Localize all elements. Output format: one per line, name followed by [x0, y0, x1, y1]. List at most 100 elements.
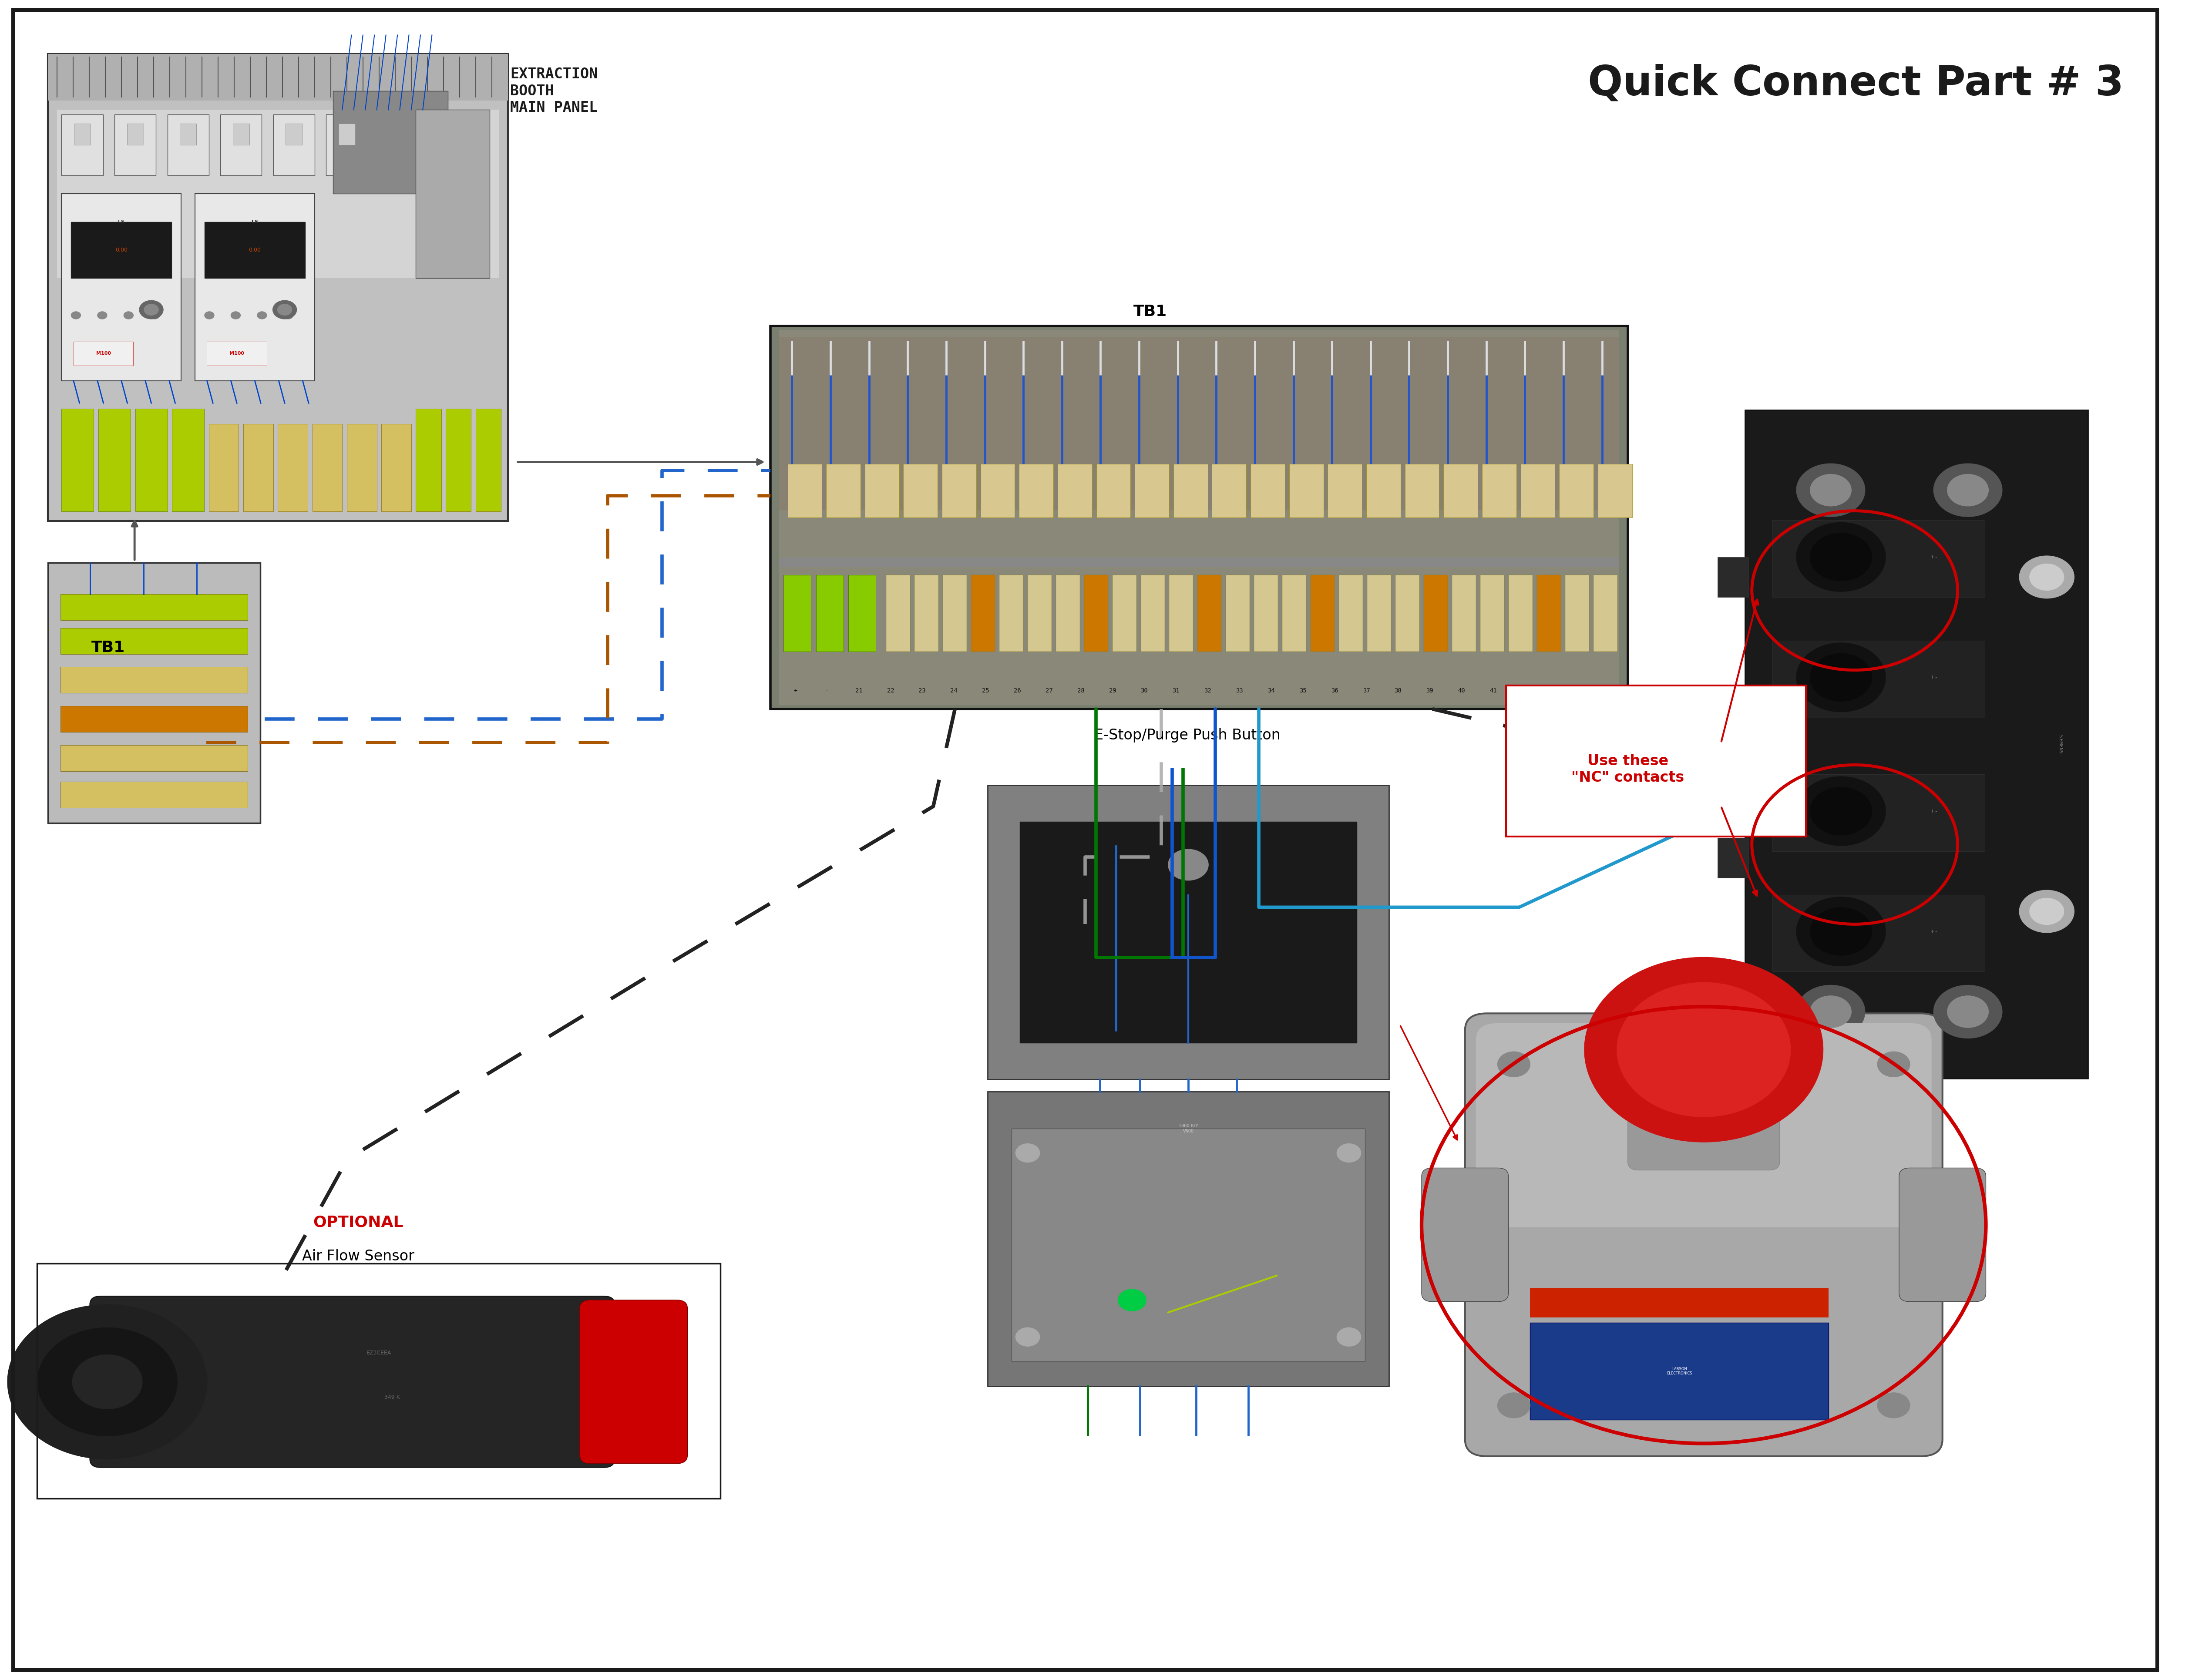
FancyBboxPatch shape — [1537, 575, 1561, 652]
Circle shape — [1811, 654, 1872, 701]
Text: 23: 23 — [918, 687, 925, 694]
Text: 25: 25 — [982, 687, 989, 694]
Text: + -: + - — [1931, 554, 1938, 559]
Text: 0.00: 0.00 — [116, 247, 127, 252]
FancyBboxPatch shape — [1396, 575, 1420, 652]
FancyBboxPatch shape — [274, 114, 316, 175]
Circle shape — [7, 1304, 208, 1458]
FancyBboxPatch shape — [1521, 464, 1554, 517]
Text: 26: 26 — [1013, 687, 1021, 694]
FancyBboxPatch shape — [1719, 558, 1749, 596]
Text: LS: LS — [252, 220, 259, 223]
FancyBboxPatch shape — [943, 464, 975, 517]
FancyBboxPatch shape — [206, 341, 267, 366]
Circle shape — [1797, 464, 1865, 517]
FancyBboxPatch shape — [1289, 464, 1324, 517]
FancyBboxPatch shape — [1506, 685, 1806, 837]
Text: 45: 45 — [1616, 687, 1624, 694]
Circle shape — [1337, 1144, 1361, 1163]
FancyBboxPatch shape — [243, 423, 274, 511]
Text: 24: 24 — [951, 687, 958, 694]
Circle shape — [140, 301, 162, 319]
Text: 33: 33 — [1236, 687, 1243, 694]
FancyBboxPatch shape — [1773, 774, 1986, 852]
Circle shape — [1797, 522, 1885, 591]
Circle shape — [1797, 897, 1885, 966]
Text: 0.00: 0.00 — [248, 247, 261, 252]
Text: SIEMENS: SIEMENS — [2058, 734, 2063, 754]
FancyBboxPatch shape — [1475, 1023, 1931, 1228]
Circle shape — [1933, 984, 2001, 1038]
FancyBboxPatch shape — [219, 114, 261, 175]
FancyBboxPatch shape — [1898, 1168, 1986, 1302]
FancyBboxPatch shape — [70, 222, 171, 277]
FancyBboxPatch shape — [1085, 575, 1109, 652]
FancyBboxPatch shape — [195, 193, 316, 381]
FancyBboxPatch shape — [1212, 464, 1247, 517]
Text: 39: 39 — [1427, 687, 1434, 694]
FancyBboxPatch shape — [1451, 575, 1475, 652]
Circle shape — [1797, 643, 1885, 712]
Circle shape — [1618, 983, 1791, 1117]
FancyBboxPatch shape — [333, 91, 447, 193]
FancyBboxPatch shape — [778, 338, 1620, 509]
Circle shape — [230, 311, 241, 319]
FancyBboxPatch shape — [1028, 575, 1052, 652]
Circle shape — [123, 311, 134, 319]
FancyBboxPatch shape — [1719, 838, 1749, 879]
FancyBboxPatch shape — [1140, 575, 1164, 652]
Circle shape — [1946, 996, 1988, 1028]
Circle shape — [1797, 984, 1865, 1038]
FancyBboxPatch shape — [1480, 575, 1504, 652]
FancyBboxPatch shape — [57, 109, 498, 277]
FancyBboxPatch shape — [127, 124, 142, 144]
FancyBboxPatch shape — [980, 464, 1015, 517]
Text: 43: 43 — [1552, 687, 1561, 694]
Text: Air Flow Sensor: Air Flow Sensor — [302, 1248, 414, 1263]
FancyBboxPatch shape — [1252, 464, 1285, 517]
FancyBboxPatch shape — [1328, 464, 1361, 517]
FancyBboxPatch shape — [1445, 464, 1477, 517]
Text: 349 K: 349 K — [384, 1394, 399, 1399]
FancyBboxPatch shape — [167, 114, 208, 175]
FancyBboxPatch shape — [1114, 575, 1135, 652]
FancyBboxPatch shape — [61, 781, 248, 808]
Circle shape — [1876, 1052, 1909, 1077]
Text: Use these
"NC" contacts: Use these "NC" contacts — [1572, 754, 1683, 785]
FancyBboxPatch shape — [787, 464, 822, 517]
Text: + -: + - — [1931, 929, 1938, 934]
FancyBboxPatch shape — [1530, 1289, 1828, 1317]
FancyBboxPatch shape — [1019, 822, 1357, 1043]
Text: 29: 29 — [1109, 687, 1116, 694]
Text: 1800 BLY
V600: 1800 BLY V600 — [1179, 1124, 1199, 1132]
Circle shape — [149, 311, 160, 319]
Text: EZ3CEEA: EZ3CEEA — [366, 1351, 390, 1356]
FancyBboxPatch shape — [1096, 464, 1131, 517]
FancyBboxPatch shape — [1482, 464, 1517, 517]
Circle shape — [256, 311, 267, 319]
FancyBboxPatch shape — [1773, 640, 1986, 717]
Text: 40: 40 — [1458, 687, 1464, 694]
Text: 42: 42 — [1521, 687, 1528, 694]
Text: 36: 36 — [1331, 687, 1339, 694]
FancyBboxPatch shape — [1168, 575, 1192, 652]
Circle shape — [72, 1354, 142, 1410]
Text: 35: 35 — [1300, 687, 1306, 694]
FancyBboxPatch shape — [1405, 464, 1440, 517]
FancyBboxPatch shape — [914, 575, 938, 652]
Text: TB1: TB1 — [92, 640, 125, 655]
FancyBboxPatch shape — [180, 124, 197, 144]
FancyBboxPatch shape — [1225, 575, 1249, 652]
FancyBboxPatch shape — [1173, 464, 1208, 517]
FancyBboxPatch shape — [1254, 575, 1278, 652]
FancyBboxPatch shape — [171, 408, 204, 511]
Text: M100: M100 — [230, 351, 243, 356]
Circle shape — [1876, 1393, 1909, 1418]
FancyBboxPatch shape — [1135, 464, 1168, 517]
FancyBboxPatch shape — [778, 329, 1620, 706]
Circle shape — [96, 311, 107, 319]
FancyBboxPatch shape — [848, 575, 877, 652]
Circle shape — [1811, 907, 1872, 956]
Circle shape — [278, 304, 292, 316]
Text: +: + — [794, 687, 798, 694]
